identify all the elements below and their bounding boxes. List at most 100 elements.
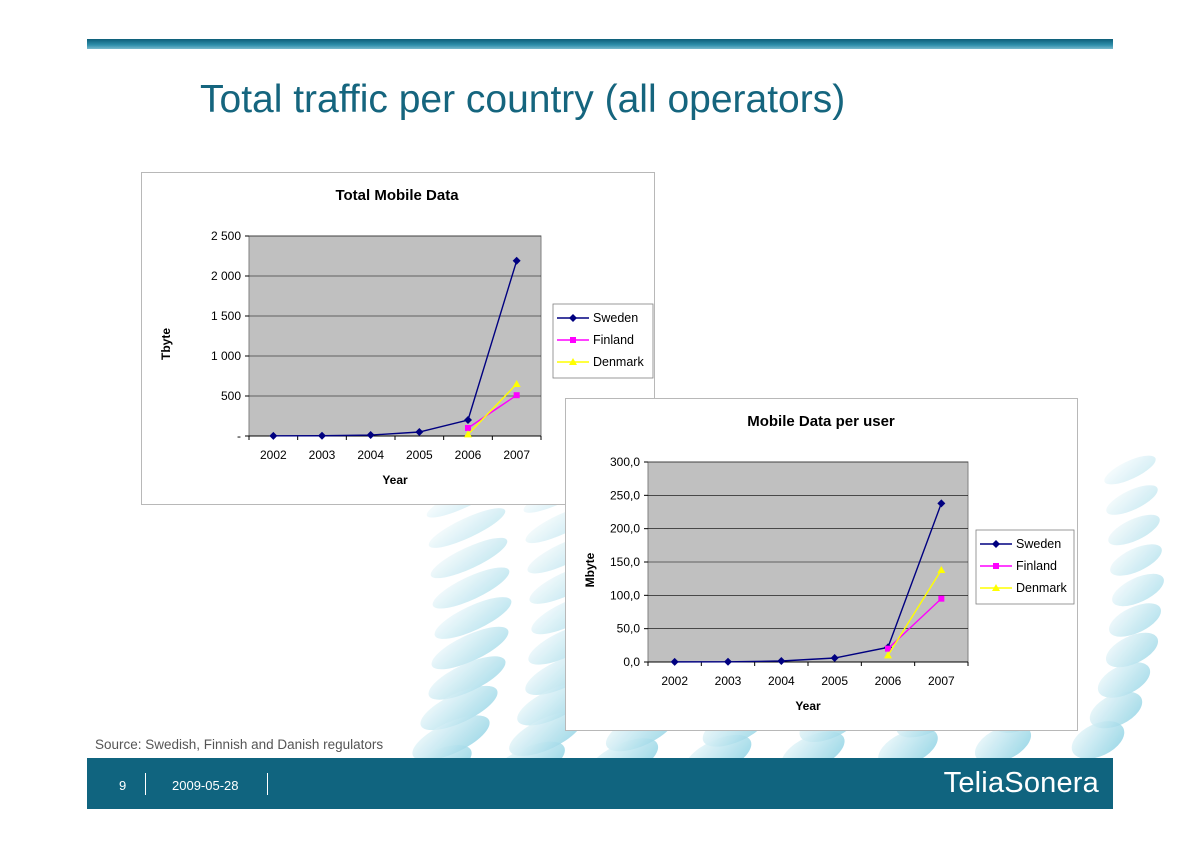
legend-label: Sweden [1016, 537, 1061, 551]
decoration-oval [1097, 662, 1151, 698]
decoration-oval [1104, 455, 1156, 485]
diamond-marker [992, 540, 1000, 548]
diamond-marker [464, 416, 472, 424]
x-tick-label: 2005 [821, 674, 848, 688]
series-line [887, 569, 942, 656]
decoration-oval [878, 728, 938, 768]
footer-divider [267, 773, 268, 795]
x-tick-label: 2007 [503, 448, 530, 462]
series-line [467, 394, 518, 429]
y-axis-label: Tbyte [159, 328, 173, 360]
series-line [273, 260, 518, 437]
decoration-oval [428, 656, 506, 700]
legend-box [552, 303, 654, 379]
series-line [467, 383, 518, 435]
y-tick-label: 250,0 [610, 488, 640, 502]
triangle-marker [992, 584, 1000, 591]
y-tick-label: 300,0 [610, 455, 640, 469]
total-mobile-data-svg: Total Mobile Data - 500 1 000 1 500 2 000 2 50… [159, 187, 654, 487]
decoration-oval [428, 508, 506, 548]
brand-logo: TeliaSonera [943, 767, 1099, 799]
square-marker [885, 645, 891, 652]
legend-label: Denmark [593, 355, 644, 369]
decoration-oval [509, 712, 583, 756]
x-tick-label: 2003 [309, 448, 336, 462]
decoration-oval [974, 724, 1032, 764]
diamond-marker [670, 657, 679, 666]
triangle-marker [884, 651, 892, 659]
diamond-marker [937, 499, 946, 508]
triangle-marker [569, 358, 577, 365]
y-axis-label: Mbyte [583, 552, 597, 587]
footer-divider [145, 773, 146, 795]
y-tick-label: 2 500 [211, 229, 241, 243]
diamond-marker [318, 431, 326, 440]
x-tick-label: 2006 [875, 674, 902, 688]
triangle-marker [464, 430, 472, 438]
footer-date: 2009-05-28 [172, 778, 239, 793]
legend-label: Finland [593, 333, 634, 347]
triangle-marker [512, 380, 521, 387]
diamond-marker [366, 431, 375, 440]
y-tick-label: 1 000 [211, 349, 241, 363]
legend-label: Sweden [593, 311, 638, 325]
decoration-oval [1112, 573, 1164, 607]
decoration-oval [1089, 691, 1143, 729]
chart-mobile-data-per-user: Mobile Data per user 0,0 50,0 100,0 150,0 200… [565, 398, 1078, 731]
series-line [674, 503, 942, 663]
decoration-oval [1109, 603, 1161, 637]
legend-label: Denmark [1016, 581, 1067, 595]
decoration-oval [1106, 485, 1158, 515]
y-tick-label: 2 000 [211, 269, 241, 283]
diamond-marker [269, 431, 278, 440]
decoration-oval [432, 567, 510, 609]
x-tick-label: 2004 [768, 674, 795, 688]
series-sweden [269, 256, 521, 440]
legend-label: Finland [1016, 559, 1057, 573]
series-finland [465, 392, 520, 431]
y-tick-label: 1 500 [211, 309, 241, 323]
slide-title: Total traffic per country (all operators… [200, 78, 846, 121]
square-marker [513, 392, 520, 399]
diamond-marker [830, 654, 839, 662]
mobile-data-per-user-svg: Mobile Data per user 0,0 50,0 100,0 150,0 200… [583, 413, 1075, 713]
square-marker [993, 563, 999, 569]
x-tick-label: 2004 [357, 448, 384, 462]
x-tick-label: 2007 [928, 674, 955, 688]
y-tick-label: 100,0 [610, 588, 640, 602]
x-tick-label: 2003 [715, 674, 742, 688]
decoration-oval [1110, 544, 1162, 576]
decoration-oval [431, 626, 509, 670]
legend-box [975, 529, 1075, 605]
x-tick-label: 2005 [406, 448, 433, 462]
triangle-marker [937, 566, 946, 573]
y-tick-label: 50,0 [617, 622, 641, 636]
diamond-marker [415, 428, 424, 436]
y-tick-label: 500 [221, 389, 241, 403]
square-marker [570, 337, 576, 343]
x-tick-label: 2002 [661, 674, 688, 688]
y-tick-label: 200,0 [610, 522, 640, 536]
decoration-oval [420, 685, 498, 731]
diamond-marker [724, 657, 732, 666]
decoration-oval [430, 537, 508, 579]
x-tick-label: 2002 [260, 448, 287, 462]
y-tick-label: - [237, 429, 241, 443]
diamond-marker [512, 256, 521, 265]
diamond-marker [569, 314, 577, 322]
decoration-oval [1105, 632, 1159, 668]
footer-bar: 9 2009-05-28 TeliaSonera [87, 758, 1113, 809]
plot-area [248, 235, 542, 437]
chart-title: Total Mobile Data [335, 187, 459, 204]
x-axis-label: Year [382, 473, 408, 487]
square-marker [938, 595, 945, 602]
series-denmark [884, 566, 946, 659]
top-accent-bar [87, 39, 1113, 49]
diamond-marker [777, 657, 786, 665]
decoration-oval [412, 715, 490, 761]
page-number: 9 [119, 778, 127, 793]
decoration-oval [434, 597, 512, 639]
source-note: Source: Swedish, Finnish and Danish regu… [95, 737, 384, 752]
x-axis-label: Year [795, 699, 821, 713]
y-tick-label: 0,0 [623, 655, 640, 669]
